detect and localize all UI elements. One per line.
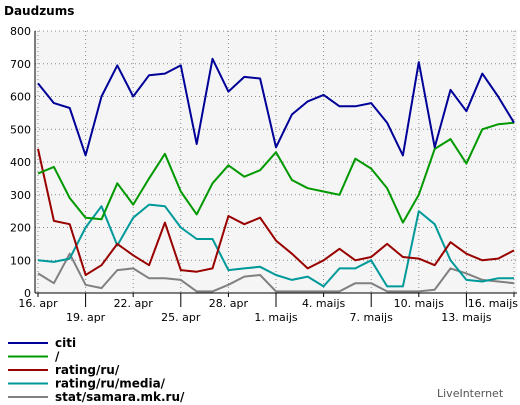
- legend-label: stat/samara.mk.ru/: [55, 390, 185, 404]
- series-lines: [37, 57, 515, 293]
- x-tick-label: 25. apr: [161, 311, 201, 324]
- x-tick-label: 4. maijs: [302, 297, 346, 310]
- legend-label: rating/ru/: [55, 363, 120, 377]
- legend: citi/rating/ru/rating/ru/media/stat/sama…: [8, 336, 185, 404]
- series-line-citi: [37, 57, 515, 157]
- series-line-rating-ru: [37, 148, 515, 276]
- chart-title: Daudzums: [4, 4, 74, 18]
- legend-label: /: [55, 350, 60, 364]
- series-line-stat-samara-mk-ru: [37, 252, 515, 293]
- y-tick-label: 400: [10, 156, 31, 169]
- y-tick-label: 500: [10, 123, 31, 136]
- x-tick-label: 7. maijs: [350, 311, 394, 324]
- y-tick-label: 600: [10, 91, 31, 104]
- x-tick-label: 1. maijs: [254, 311, 298, 324]
- x-tick-label: 16. apr: [18, 297, 58, 310]
- x-tick-label: 13. maijs: [441, 311, 492, 324]
- y-tick-label: 100: [10, 254, 31, 267]
- x-tick-label: 16. maijs: [468, 297, 519, 310]
- y-tick-label: 200: [10, 222, 31, 235]
- y-tick-label: 300: [10, 189, 31, 202]
- legend-label: citi: [55, 336, 76, 350]
- x-axis: 16. apr 19. apr 22. apr 25. apr 28. apr 1. ma…: [18, 293, 518, 324]
- x-tick-label: 19. apr: [66, 311, 106, 324]
- y-tick-label: 800: [10, 25, 31, 38]
- y-tick-label: 700: [10, 58, 31, 71]
- x-tick-label: 28. apr: [209, 297, 249, 310]
- x-tick-label: 22. apr: [114, 297, 154, 310]
- x-tick-label: 10. maijs: [394, 297, 445, 310]
- y-axis: 0 100 200 300 400 500 600 700 800: [10, 25, 31, 300]
- y-tick-label: 0: [24, 287, 31, 300]
- series-line-: [37, 121, 515, 224]
- brand-label: LiveInternet: [437, 387, 504, 400]
- legend-label: rating/ru/media/: [55, 377, 166, 391]
- grid-lines: [35, 30, 517, 293]
